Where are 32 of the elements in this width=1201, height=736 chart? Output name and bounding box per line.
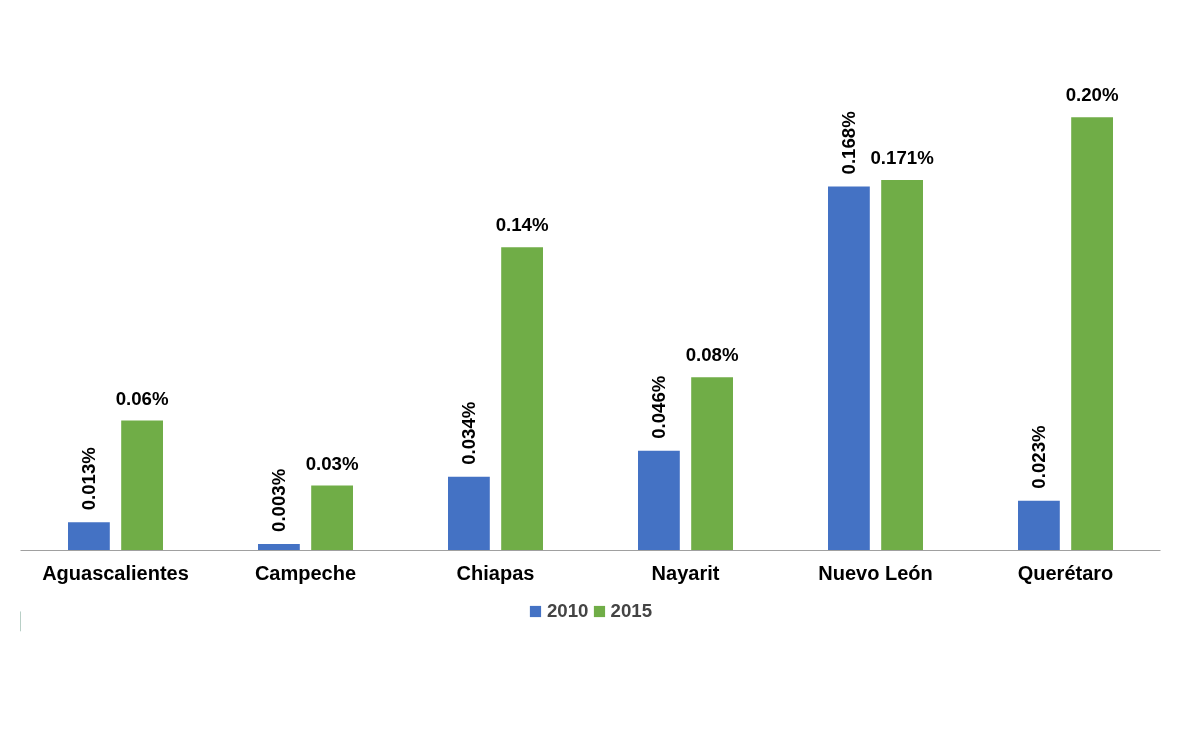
bar <box>1071 117 1113 551</box>
x-tick-label: Nuevo León <box>818 561 933 584</box>
legend-label: 2010 <box>546 600 589 622</box>
data-label: 0.034% <box>458 401 480 465</box>
data-label: 0.20% <box>1065 84 1119 106</box>
x-tick-label: Aguascalientes <box>42 561 189 584</box>
bar <box>501 247 543 551</box>
bar <box>258 544 300 551</box>
data-label: 0.06% <box>115 387 169 409</box>
bar <box>691 377 733 551</box>
bar <box>1018 500 1060 551</box>
bar <box>828 186 870 551</box>
bar <box>121 420 163 551</box>
data-label: 0.08% <box>685 344 739 366</box>
x-tick-label: Querétaro <box>1017 561 1114 584</box>
data-label: 0.171% <box>870 147 935 168</box>
x-tick-label: Nayarit <box>651 561 720 584</box>
data-label: 0.14% <box>495 214 549 236</box>
x-tick-label: Campeche <box>254 561 357 584</box>
bar <box>448 476 490 551</box>
data-label: 0.013% <box>78 446 100 511</box>
bar <box>638 450 680 551</box>
x-tick-label: Chiapas <box>456 561 535 584</box>
data-label: 0.046% <box>648 375 670 439</box>
data-label: 0.168% <box>838 110 860 175</box>
data-label: 0.003% <box>268 468 290 532</box>
bar <box>881 180 923 551</box>
data-label: 0.023% <box>1028 424 1050 489</box>
data-label: 0.03% <box>305 452 359 474</box>
bar <box>68 522 110 551</box>
legend-label: 2015 <box>610 600 653 622</box>
bar <box>311 485 353 551</box>
